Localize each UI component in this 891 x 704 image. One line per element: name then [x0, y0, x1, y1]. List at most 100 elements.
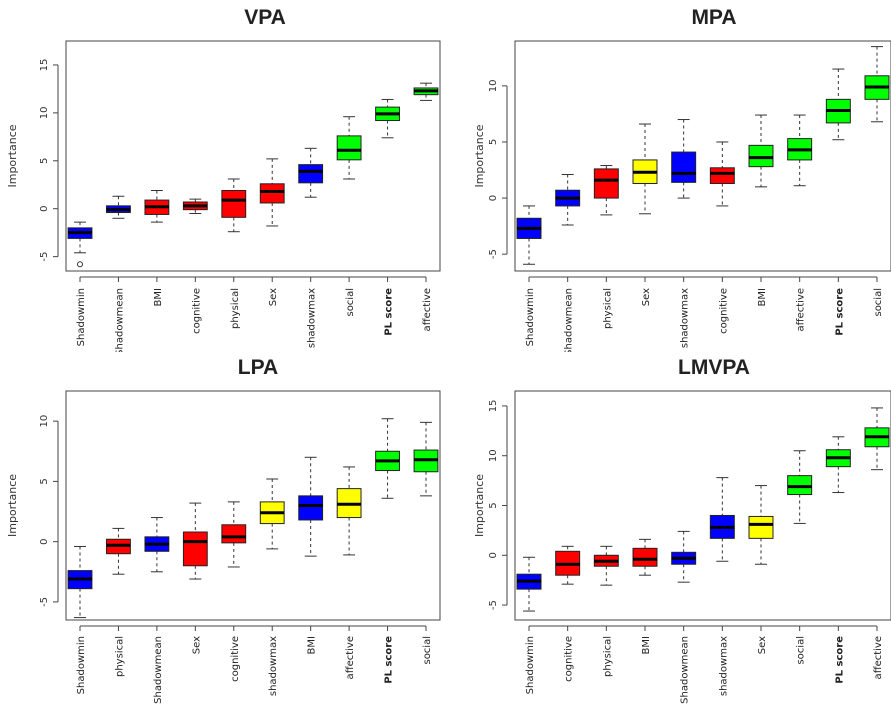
box-social	[864, 46, 890, 123]
box-sex	[182, 502, 208, 580]
box-body	[632, 547, 658, 567]
x-tick-label: BMI	[153, 288, 164, 306]
x-tick-label: Shadowmin	[525, 636, 536, 694]
box-body	[298, 495, 324, 521]
box-shadowmin	[67, 545, 93, 619]
box-affective	[413, 82, 439, 101]
x-tick-label: social	[873, 288, 884, 317]
box-pl-score	[825, 68, 851, 141]
y-axis-title: Importance	[6, 124, 19, 187]
y-axis-title: Importance	[473, 124, 486, 187]
box-social	[413, 421, 439, 497]
box-body	[709, 167, 735, 184]
boxplot-chart: -5 0 5 10 Importance Shadowmin physical Shadowm…	[6, 390, 441, 704]
x-tick-label: physical	[602, 288, 613, 329]
y-axis-title: Importance	[6, 474, 19, 537]
y-tick-label: -5	[488, 249, 499, 259]
y-tick-label: 0	[39, 538, 50, 544]
x-tick-label: physical	[230, 288, 241, 329]
plot-frame	[65, 40, 441, 272]
y-tick-label: 0	[488, 195, 499, 201]
box-body	[748, 144, 774, 168]
box-social	[787, 450, 813, 524]
box-physical	[106, 527, 131, 575]
x-tick-label: social	[345, 288, 356, 317]
box-physical	[221, 178, 247, 233]
box-pl-score	[825, 436, 851, 494]
box-bmi	[632, 538, 658, 576]
x-tick-label: Sex	[191, 636, 202, 654]
x-tick-label: social	[422, 636, 433, 665]
box-body	[336, 135, 362, 161]
box-cognitive	[555, 545, 581, 585]
boxplot-chart: -5 0 5 10 Importance Shadowmin Shadowmean physi…	[473, 40, 891, 352]
x-tick-label: shadowmax	[680, 288, 691, 348]
chart-title: MPA	[691, 6, 737, 29]
y-tick-label: 10	[39, 107, 50, 120]
box-bmi	[298, 456, 324, 557]
y-tick-label: -5	[39, 597, 50, 607]
box-cognitive	[182, 198, 208, 214]
box-affective	[336, 466, 362, 556]
y-tick-label: -5	[488, 600, 499, 610]
chart-title: LPA	[237, 356, 279, 379]
box-body	[221, 524, 247, 544]
box-bmi	[144, 190, 170, 223]
x-tick-label: Shadowmin	[76, 636, 87, 694]
box-shadowmean	[144, 517, 170, 573]
box-shadowmean	[106, 195, 131, 219]
box-affective	[864, 407, 890, 471]
x-tick-label: affective	[345, 636, 356, 679]
x-tick-label: Shadowmin	[76, 288, 87, 346]
box-bmi	[748, 114, 774, 188]
plot-frame	[514, 40, 891, 272]
boxplot-chart: -5 0 5 10 15 Importance Shadowmin Shadowmean BMI…	[6, 40, 441, 352]
x-tick-label: cognitive	[191, 288, 202, 334]
chart-title: LMVPA	[678, 356, 750, 379]
box-pl-score	[375, 418, 400, 499]
box-shadowmin	[67, 221, 93, 268]
x-tick-label: affective	[873, 636, 884, 679]
y-tick-label: -5	[39, 252, 50, 262]
box-sex	[748, 485, 774, 565]
box-physical	[593, 165, 619, 216]
box-body	[298, 164, 324, 184]
x-tick-label: affective	[422, 288, 433, 331]
x-tick-label: BMI	[307, 636, 318, 654]
box-shadowmin	[516, 556, 542, 612]
chart-title: VPA	[244, 6, 286, 29]
x-tick-label: BMI	[641, 636, 652, 654]
x-tick-label: Shadowmean	[153, 636, 164, 704]
x-tick-label: physical	[602, 636, 613, 677]
y-tick-label: 10	[488, 80, 499, 93]
x-tick-label: shadowmax	[307, 288, 318, 348]
x-tick-label: social	[796, 636, 807, 665]
x-tick-label: Shadowmin	[525, 288, 536, 346]
box-shadowmin	[516, 205, 542, 265]
y-axis-title: Importance	[473, 474, 486, 537]
x-tick-label: cognitive	[564, 636, 575, 682]
box-cognitive	[221, 501, 247, 568]
x-tick-label: Shadowmean	[114, 288, 125, 352]
x-tick-label: affective	[796, 288, 807, 331]
y-tick-label: 5	[39, 478, 50, 484]
x-tick-label: Sex	[268, 288, 279, 306]
y-tick-label: 15	[39, 59, 50, 72]
box-sex	[259, 158, 285, 227]
x-tick-label: Sex	[641, 288, 652, 306]
box-cognitive	[709, 141, 735, 207]
y-tick-label: 5	[488, 502, 499, 508]
box-pl-score	[375, 98, 400, 139]
box-physical	[593, 545, 619, 586]
box-shadowmax	[709, 477, 735, 562]
y-tick-label: 5	[39, 158, 50, 164]
x-tick-label: PL score	[384, 288, 395, 336]
plot-frame	[514, 390, 891, 621]
box-shadowmax	[259, 478, 285, 550]
y-tick-label: 10	[488, 449, 499, 462]
outlier-point	[77, 261, 83, 268]
box-shadowmax	[298, 147, 324, 198]
box-shadowmean	[671, 530, 697, 583]
x-tick-label: Shadowmean	[564, 288, 575, 352]
